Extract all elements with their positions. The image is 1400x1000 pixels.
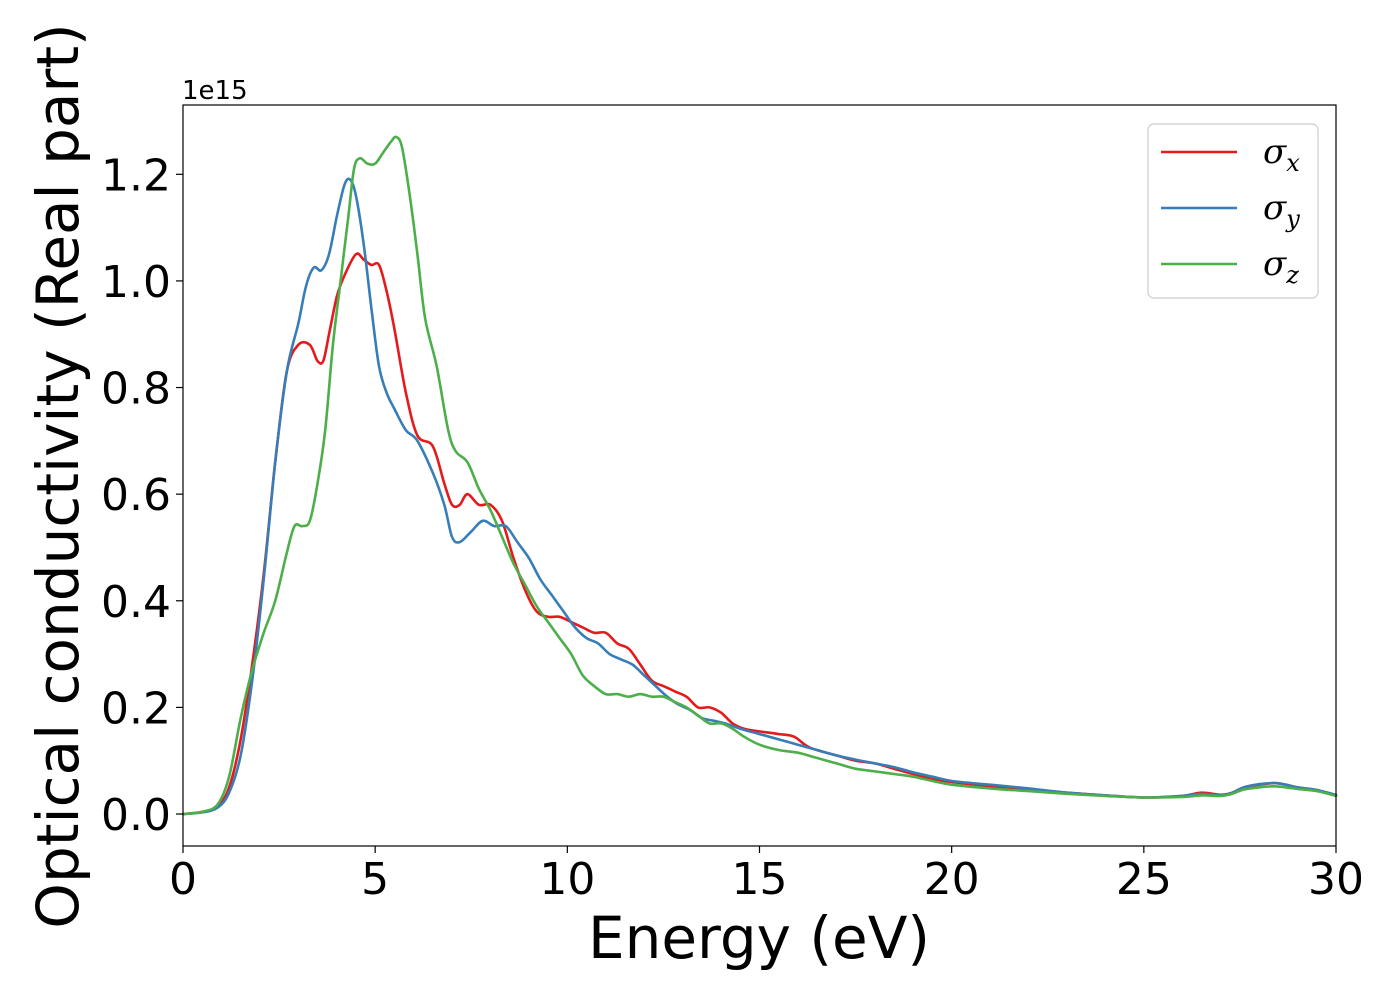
x-axis-title: Energy (eV) xyxy=(588,904,930,972)
series-line-sigma-y xyxy=(181,177,1338,816)
series-line-sigma-z xyxy=(181,135,1338,816)
legend-label-sigma-y: σy xyxy=(1263,188,1300,233)
legend-label-sigma-x: σx xyxy=(1263,132,1300,177)
series-layer xyxy=(181,135,1338,816)
legend-frame xyxy=(1147,123,1319,299)
y-tick-label: 0.6 xyxy=(101,470,171,521)
y-tick-label: 0.8 xyxy=(101,364,171,415)
y-tick-label: 0.2 xyxy=(101,683,171,734)
x-tick-label: 10 xyxy=(539,854,595,905)
y-tick-label: 0.0 xyxy=(101,790,171,841)
x-axis-ticks: 0 5 10 15 20 25 30 xyxy=(169,846,1364,905)
x-tick-label: 25 xyxy=(1116,854,1172,905)
y-axis-ticks: 0.0 0.2 0.4 0.6 0.8 1.0 1.2 xyxy=(101,150,183,841)
x-tick-label: 20 xyxy=(924,854,980,905)
y-tick-label: 0.4 xyxy=(101,577,171,628)
y-offset-label: 1e15 xyxy=(182,76,248,106)
legend-label-sigma-z: σz xyxy=(1263,244,1299,289)
legend: σx σy σz xyxy=(1147,123,1319,299)
x-tick-label: 30 xyxy=(1308,854,1364,905)
x-tick-label: 0 xyxy=(169,854,197,905)
y-axis-title: Optical conductivity (Real part) xyxy=(24,23,92,928)
y-tick-label: 1.2 xyxy=(101,150,171,201)
y-tick-label: 1.0 xyxy=(101,257,171,308)
x-tick-label: 5 xyxy=(361,854,389,905)
x-tick-label: 15 xyxy=(732,854,788,905)
series-line-sigma-x xyxy=(181,252,1338,816)
